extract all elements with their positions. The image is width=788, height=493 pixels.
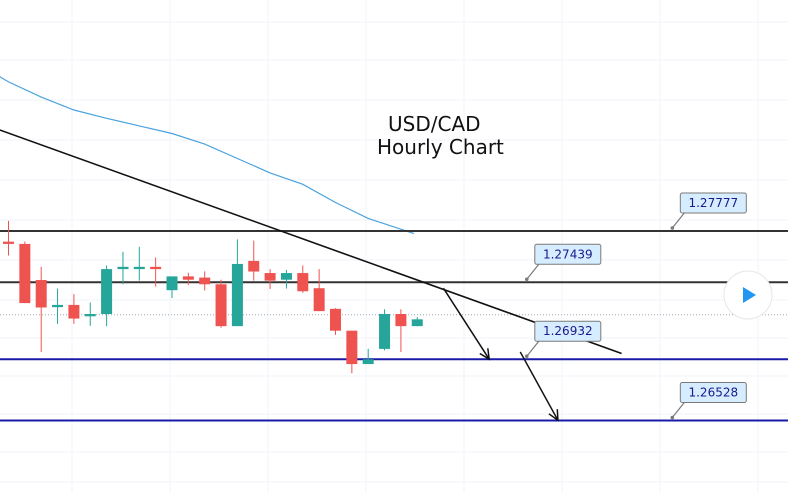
candle [395, 309, 407, 352]
candle-body [3, 241, 14, 244]
candle [297, 265, 309, 293]
candle [19, 241, 31, 304]
arrow-head [479, 348, 491, 361]
candle-body [346, 330, 358, 365]
candle-body [117, 266, 129, 270]
arrow-head [548, 409, 559, 422]
candle-body [84, 314, 96, 317]
candle [166, 276, 178, 299]
candle [182, 272, 194, 285]
candle [84, 302, 96, 326]
candle-body [150, 266, 162, 270]
level-callout: 1.26528 [670, 381, 747, 420]
arrow-shaft [519, 351, 559, 421]
candle-body [379, 314, 391, 349]
trendline-group [0, 129, 622, 355]
candle [264, 269, 276, 289]
candle-body [19, 243, 31, 304]
candle-body [166, 276, 178, 291]
candle [248, 240, 260, 281]
candle-body [101, 269, 113, 315]
projection-arrow-1 [442, 287, 491, 361]
callout-label: 1.26528 [688, 385, 738, 399]
callout-label: 1.27439 [543, 247, 593, 261]
level-callout: 1.26932 [524, 320, 602, 359]
candle-body [199, 277, 211, 285]
chart-title-line1: USD/CAD [388, 112, 481, 136]
level-callout: 1.27439 [524, 243, 602, 282]
candle [280, 270, 292, 289]
candle-body [231, 263, 243, 327]
arrow-shaft [442, 287, 490, 360]
candle-body [330, 308, 341, 331]
callout-box [679, 381, 747, 403]
candle-body [297, 273, 309, 292]
candle [215, 279, 227, 328]
candle [313, 269, 325, 312]
projection-arrows [442, 287, 559, 422]
candle-body [280, 273, 292, 280]
callout-pointer [526, 340, 540, 357]
candle [231, 239, 243, 327]
play-triangle-icon[interactable] [743, 287, 756, 303]
level-callouts: 1.27777 1.27439 1.26932 1.26528 [524, 192, 747, 420]
candle-body [248, 260, 260, 272]
projection-arrow-2 [519, 351, 559, 422]
candle [362, 348, 374, 365]
candle [68, 294, 80, 324]
candles [3, 220, 423, 374]
candle-body [133, 266, 145, 270]
candle-body [264, 273, 276, 281]
candle-body [68, 304, 80, 319]
callout-anchor-dot [670, 226, 675, 230]
callout-pointer [526, 263, 540, 280]
price-levels [0, 230, 788, 422]
moving-average [0, 76, 415, 235]
candle-body [182, 276, 194, 280]
callout-anchor-dot [524, 277, 529, 282]
candle [150, 257, 162, 287]
level-callout: 1.27777 [670, 192, 747, 230]
play-button[interactable] [723, 270, 773, 320]
candle-body [52, 304, 64, 308]
candle-body [362, 359, 374, 365]
callout-anchor-dot [524, 354, 529, 359]
candle [3, 220, 14, 256]
candle [330, 308, 341, 335]
callout-label: 1.26932 [543, 324, 593, 338]
callout-pointer [671, 402, 685, 418]
callout-box [679, 192, 747, 214]
callout-pointer [671, 212, 685, 229]
candle [379, 309, 391, 351]
candle [411, 317, 423, 327]
candle-body [395, 314, 407, 327]
callout-label: 1.27777 [688, 196, 738, 210]
candle [199, 271, 211, 291]
candle-body [411, 319, 423, 327]
candle-body [313, 288, 325, 312]
callout-box [534, 320, 602, 342]
chart-title-line2: Hourly Chart [377, 135, 504, 159]
candle [346, 330, 358, 374]
candle-body [35, 280, 47, 308]
candle [133, 246, 145, 281]
candle [117, 251, 129, 285]
trendline [0, 129, 622, 355]
candle [52, 288, 64, 324]
candle-body [215, 284, 227, 327]
candle [101, 265, 113, 327]
callout-box [534, 243, 602, 265]
callout-anchor-dot [670, 415, 675, 420]
candle [35, 266, 47, 353]
moving-average-line [0, 76, 415, 235]
